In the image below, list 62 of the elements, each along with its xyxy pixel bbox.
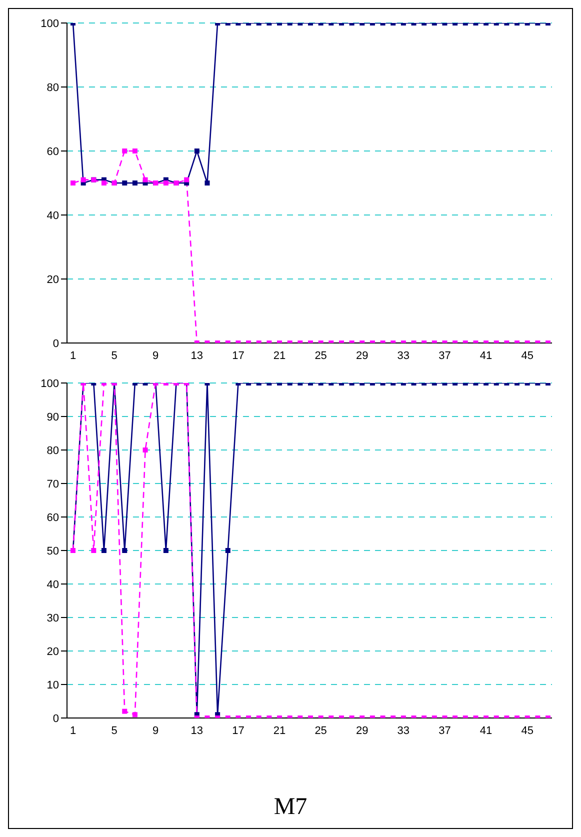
x-tick-label: 21 [273,350,286,362]
x-tick-label: 9 [152,724,159,737]
x-tick-label: 37 [438,724,451,737]
x-tick-label: 17 [232,350,244,362]
point [225,548,230,553]
point [204,180,210,186]
point [132,180,138,186]
y-tick-label: 50 [46,545,59,558]
y-tick-label: 80 [46,444,59,457]
y-tick-label: 40 [46,210,59,222]
point [80,177,86,182]
x-tick-label: 33 [397,724,410,737]
x-tick-label: 45 [521,724,534,737]
point [142,177,148,182]
x-tick-label: 41 [480,350,492,362]
x-tick-label: 13 [190,724,204,737]
point [142,448,148,452]
x-tick-label: 41 [480,724,492,737]
point [132,148,138,154]
y-tick-label: 100 [40,378,59,390]
point [163,548,168,553]
y-tick-label: 0 [52,712,59,725]
x-tick-label: 17 [232,724,244,737]
y-tick-label: 0 [52,338,59,350]
x-tick-label: 1 [70,724,76,737]
point [122,548,128,553]
x-tick-label: 1 [70,350,76,362]
point [101,180,106,186]
x-tick-label: 29 [356,350,368,362]
x-tick-label: 37 [438,350,451,362]
point [163,180,168,186]
x-tick-label: 29 [356,724,368,737]
point [132,712,138,718]
point [122,708,128,714]
point [70,180,76,186]
y-tick-label: 60 [46,146,59,158]
y-tick-label: 90 [46,411,59,424]
y-tick-label: 80 [46,82,59,94]
y-tick-label: 70 [46,478,59,490]
x-tick-label: 25 [314,724,327,737]
x-tick-label: 9 [152,350,159,362]
y-tick-label: 40 [46,578,59,591]
x-tick-label: 45 [521,350,534,362]
text: M7 [272,794,308,821]
point [122,148,128,154]
point [122,180,128,186]
x-tick-label: 33 [397,350,410,362]
point [184,177,190,182]
x-tick-label: 25 [314,350,327,362]
y-tick-label: 30 [46,612,59,624]
y-tick-label: 60 [46,512,59,524]
x-tick-label: 21 [273,724,286,737]
y-tick-label: 10 [46,679,59,692]
x-tick-label: 5 [111,724,118,737]
point [101,548,106,553]
y-tick-label: 100 [40,18,59,30]
y-tick-label: 20 [46,274,59,286]
y-tick-label: 20 [46,646,59,658]
point [194,148,200,154]
x-tick-label: 13 [190,350,204,362]
point [91,548,96,553]
x-tick-label: 5 [111,350,118,362]
